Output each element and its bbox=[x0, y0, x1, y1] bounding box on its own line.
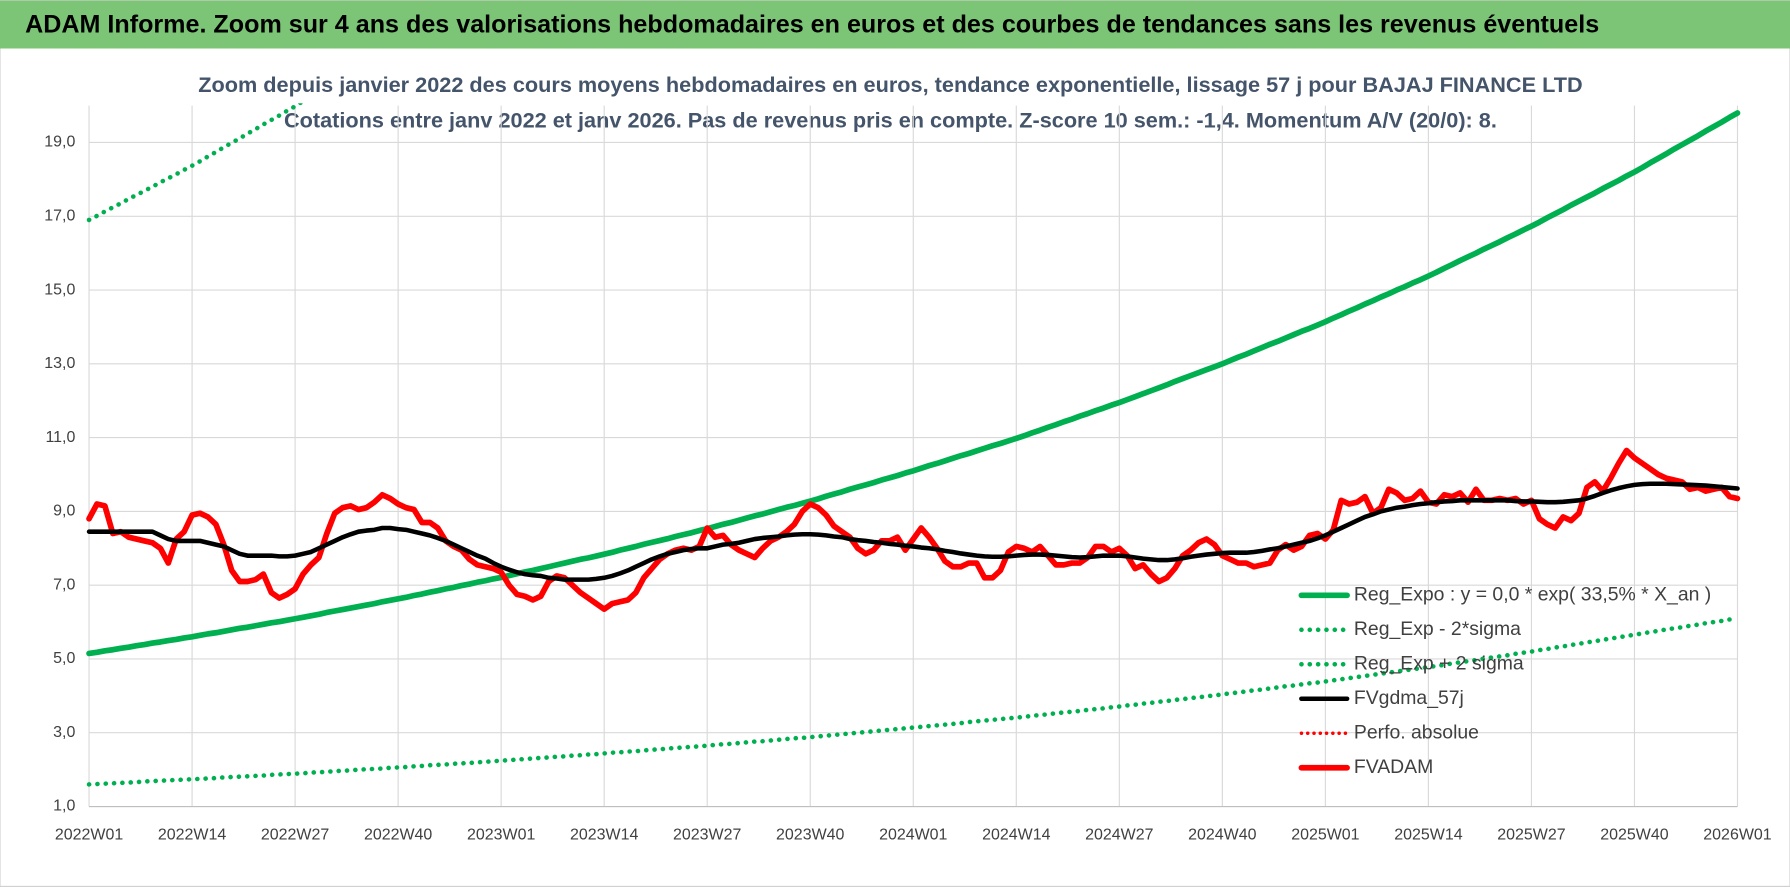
series-line bbox=[86, 616, 1740, 787]
y-tick-label: 17,0 bbox=[44, 207, 75, 224]
legend-label: Reg_Exp - 2*sigma bbox=[1354, 618, 1521, 640]
x-tick-label: 2024W01 bbox=[879, 826, 947, 843]
x-tick-label: 2022W14 bbox=[158, 826, 226, 843]
chart-title: Zoom depuis janvier 2022 des cours moyen… bbox=[198, 72, 1582, 97]
x-tick-label: 2022W27 bbox=[261, 826, 329, 843]
x-tick-label: 2026W01 bbox=[1703, 826, 1771, 843]
x-tick-label: 2025W27 bbox=[1497, 826, 1565, 843]
y-tick-label: 13,0 bbox=[44, 355, 75, 372]
y-tick-label: 11,0 bbox=[45, 429, 75, 446]
y-tick-label: 3,0 bbox=[53, 724, 75, 741]
legend: Reg_Expo : y = 0,0 * exp( 33,5% * X_an )… bbox=[1298, 583, 1711, 778]
x-tick-label: 2023W40 bbox=[776, 826, 844, 843]
header-title: ADAM Informe. Zoom sur 4 ans des valoris… bbox=[25, 10, 1599, 38]
legend-label: FVADAM bbox=[1354, 756, 1433, 778]
y-tick-label: 19,0 bbox=[44, 134, 75, 151]
y-tick-label: 5,0 bbox=[53, 650, 75, 667]
x-tick-label: 2024W14 bbox=[982, 826, 1050, 843]
y-tick-label: 1,0 bbox=[53, 798, 75, 815]
x-tick-label: 2023W14 bbox=[570, 826, 638, 843]
header-bar bbox=[0, 0, 1790, 49]
series-line bbox=[86, 447, 1741, 613]
x-tick-label: 2025W01 bbox=[1291, 826, 1359, 843]
x-tick-label: 2024W40 bbox=[1188, 826, 1256, 843]
x-tick-label: 2023W01 bbox=[467, 826, 535, 843]
chart-subtitle: Cotations entre janv 2022 et janv 2026. … bbox=[284, 107, 1497, 132]
legend-label: FVgdma_57j bbox=[1354, 687, 1464, 709]
y-tick-label: 15,0 bbox=[44, 281, 75, 298]
y-tick-label: 7,0 bbox=[53, 576, 75, 593]
x-tick-label: 2023W27 bbox=[673, 826, 741, 843]
legend-label: Perfo. absolue bbox=[1354, 721, 1479, 743]
x-tick-label: 2025W14 bbox=[1394, 826, 1462, 843]
x-tick-label: 2025W40 bbox=[1600, 826, 1668, 843]
x-tick-label: 2024W27 bbox=[1085, 826, 1153, 843]
plot-lines bbox=[86, 103, 1741, 787]
legend-label: Reg_Exp + 2 sigma bbox=[1354, 652, 1524, 674]
series-line bbox=[86, 481, 1740, 582]
y-tick-label: 9,0 bbox=[53, 503, 75, 520]
grid: 1,0 3,0 5,0 7,0 9,0 11,0 13,0 15,0 17,0 19,0 2022W… bbox=[44, 105, 1772, 843]
x-tick-label: 2022W40 bbox=[364, 826, 432, 843]
legend-label: Reg_Expo : y = 0,0 * exp( 33,5% * X_an ) bbox=[1354, 583, 1711, 605]
series-line bbox=[86, 110, 1741, 657]
x-tick-label: 2022W01 bbox=[55, 826, 123, 843]
